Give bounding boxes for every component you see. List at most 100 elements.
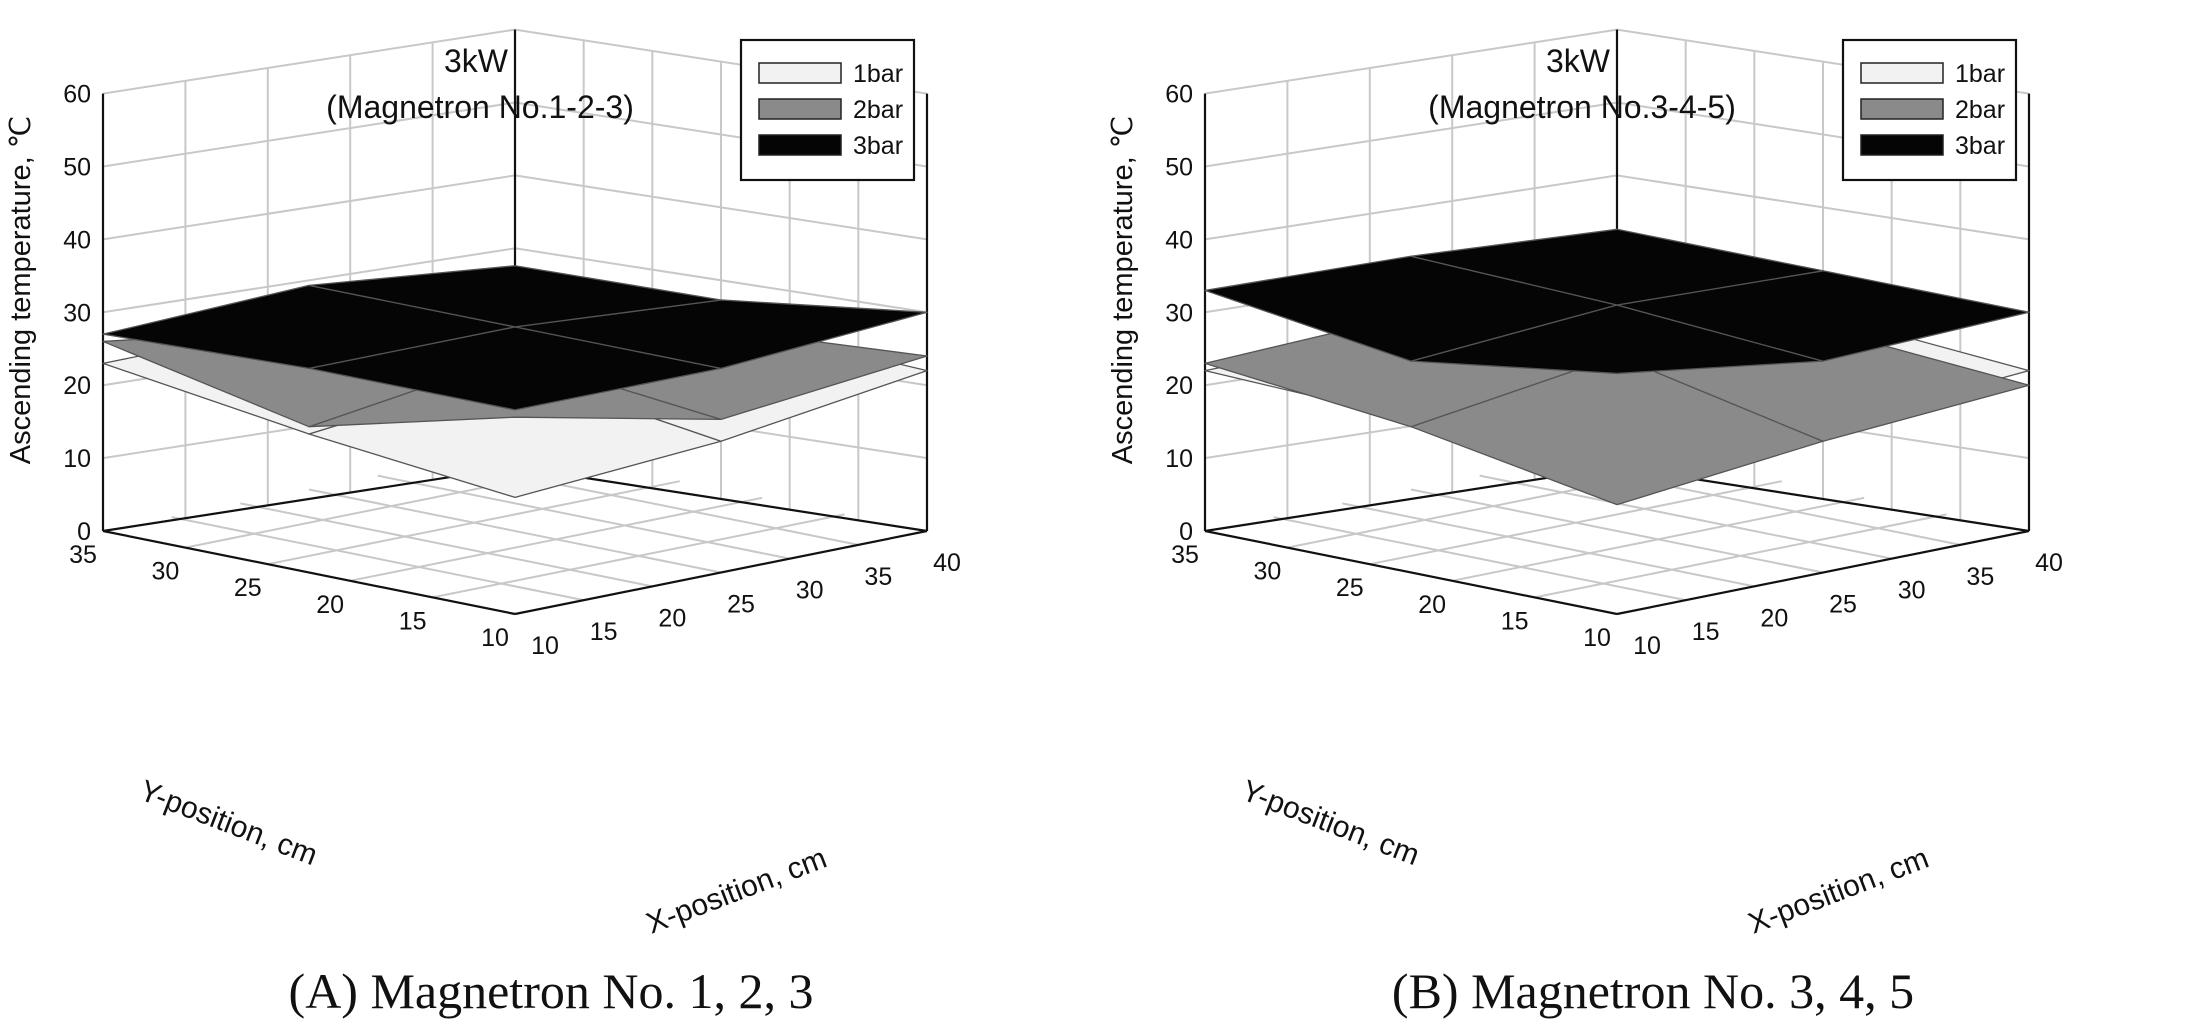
x-tick-label: 40 (933, 549, 961, 577)
z-axis-title: Ascending temperature, ℃ (5, 116, 37, 465)
x-tick-label: 35 (1966, 563, 1994, 591)
y-tick-labels: 10 15 20 25 30 35 (1171, 541, 1611, 652)
z-tick-label: 10 (1165, 445, 1193, 473)
legend-swatch-2bar (758, 98, 842, 120)
y-tick-label: 15 (399, 607, 427, 635)
x-tick-label: 35 (864, 563, 892, 591)
surfaces (1204, 228, 2030, 506)
legend-swatch-1bar (1860, 62, 1944, 84)
chart-panel-b: 0 10 20 30 40 50 60 10 15 20 25 30 35 40 10 15 20 25 30 35 A… (1102, 0, 2204, 1025)
y-tick-label: 15 (1501, 607, 1529, 635)
y-axis-line (102, 529, 516, 616)
y-tick-label: 10 (481, 624, 509, 652)
x-tick-label: 20 (658, 604, 686, 632)
legend-label-2bar: 2bar (1955, 96, 2005, 124)
z-tick-labels: 0 10 20 30 40 50 60 (1165, 81, 1193, 546)
z-tick-labels: 0 10 20 30 40 50 60 (63, 81, 91, 546)
x-tick-label: 40 (2035, 549, 2063, 577)
z-tick-label: 10 (63, 445, 91, 473)
z-tick-label: 0 (1179, 518, 1193, 546)
legend: 1bar 2bar 3bar (1841, 38, 2018, 182)
floor-gridline-x (1273, 516, 1686, 602)
surface-3bar (1204, 228, 2030, 375)
z-tick-label: 60 (1165, 81, 1193, 109)
x-axis-line (1616, 529, 2030, 616)
floor-gridline-x (240, 502, 653, 588)
y-tick-label: 20 (316, 591, 344, 619)
z-tick-label: 50 (63, 154, 91, 182)
floor-gridline-x (1479, 474, 1892, 560)
y-axis-title: Y-position, cm (135, 774, 322, 872)
x-tick-label: 25 (727, 591, 755, 619)
surface-3bar (102, 265, 928, 411)
chart-title: 3kW (1546, 43, 1611, 79)
chart-title: 3kW (444, 43, 509, 79)
y-axis-title: Y-position, cm (1237, 774, 1424, 872)
x-tick-label: 30 (796, 577, 824, 605)
chart-subtitle: (Magnetron No.3-4-5) (1428, 89, 1736, 125)
z-tick-label: 30 (63, 299, 91, 327)
legend-label-3bar: 3bar (1955, 132, 2005, 160)
x-tick-label: 20 (1760, 604, 1788, 632)
floor-gridline-y (350, 496, 763, 582)
x-tick-label: 30 (1898, 577, 1926, 605)
x-axis-title: X-position, cm (642, 842, 831, 941)
legend-swatch-3bar (1860, 134, 1944, 156)
y-axis-line (1204, 529, 1618, 616)
z-tick-label: 40 (1165, 226, 1193, 254)
x-axis-title: X-position, cm (1744, 842, 1933, 941)
floor-gridline-x (1410, 488, 1824, 574)
legend-label-3bar: 3bar (853, 132, 903, 160)
floor-gridline-x (1342, 502, 1755, 588)
surface-cell-3bar (1410, 228, 1824, 306)
x-axis-line (514, 529, 928, 616)
legend-swatch-3bar (758, 134, 842, 156)
floor-gridline-x (171, 516, 584, 602)
floor-gridline-y (1534, 513, 1947, 599)
surfaces (102, 265, 928, 499)
surface-chart-b: 0 10 20 30 40 50 60 10 15 20 25 30 35 40 10 15 20 25 30 35 A… (1107, 28, 2063, 941)
x-tick-label: 25 (1829, 591, 1857, 619)
chart-panel-a: 0 10 20 30 40 50 60 10 15 20 25 30 35 40 10 15 20 25 30 35 A… (0, 0, 1102, 1025)
figure-caption-a: (A) Magnetron No. 1, 2, 3 (288, 963, 814, 1019)
y-tick-label: 35 (1171, 541, 1199, 569)
floor-gridline-y (1452, 496, 1865, 582)
floor-gridline-y (432, 513, 845, 599)
z-tick-label: 0 (77, 518, 91, 546)
y-tick-label: 20 (1418, 591, 1446, 619)
back-floor-edge-left (102, 465, 516, 533)
z-tick-label: 40 (63, 226, 91, 254)
legend-label-1bar: 1bar (1955, 60, 2005, 88)
x-tick-label: 15 (590, 618, 618, 646)
surface-cell-3bar (308, 265, 722, 328)
y-tick-label: 30 (151, 558, 179, 586)
z-axis-title: Ascending temperature, ℃ (1107, 116, 1139, 465)
y-tick-label: 30 (1253, 558, 1281, 586)
legend-swatch-2bar (1860, 98, 1944, 120)
y-tick-label: 25 (1336, 574, 1364, 602)
legend: 1bar 2bar 3bar (739, 38, 916, 182)
z-tick-label: 50 (1165, 154, 1193, 182)
x-tick-labels: 10 15 20 25 30 35 40 (531, 549, 961, 660)
z-tick-label: 60 (63, 81, 91, 109)
z-tick-label: 20 (63, 372, 91, 400)
legend-swatch-1bar (758, 62, 842, 84)
x-tick-labels: 10 15 20 25 30 35 40 (1633, 549, 2063, 660)
figure-caption-b: (B) Magnetron No. 3, 4, 5 (1391, 963, 1915, 1019)
chart-subtitle: (Magnetron No.1-2-3) (326, 89, 634, 125)
surface-chart-a: 0 10 20 30 40 50 60 10 15 20 25 30 35 40 10 15 20 25 30 35 A… (5, 28, 961, 941)
y-tick-label: 10 (1583, 624, 1611, 652)
x-tick-label: 15 (1692, 618, 1720, 646)
z-tick-label: 20 (1165, 372, 1193, 400)
legend-label-1bar: 1bar (853, 60, 903, 88)
y-tick-label: 35 (69, 541, 97, 569)
z-tick-label: 30 (1165, 299, 1193, 327)
floor-gridline-x (377, 474, 790, 560)
x-tick-label: 10 (531, 632, 559, 660)
y-tick-label: 25 (234, 574, 262, 602)
x-tick-label: 10 (1633, 632, 1661, 660)
legend-label-2bar: 2bar (853, 96, 903, 124)
floor-gridline-x (308, 488, 722, 574)
floor-gridline-y (1369, 480, 1782, 566)
floor-gridline-y (267, 480, 680, 566)
